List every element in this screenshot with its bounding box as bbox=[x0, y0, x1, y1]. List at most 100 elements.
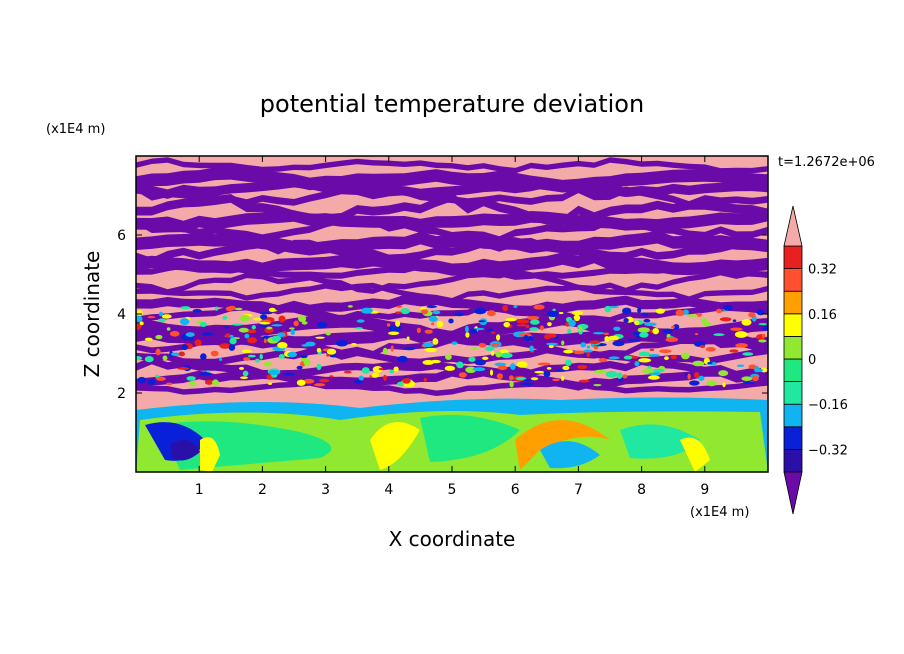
field-speckle bbox=[383, 374, 387, 381]
field-speckle bbox=[465, 366, 477, 374]
field-band bbox=[136, 166, 768, 193]
field-speckle bbox=[186, 376, 196, 381]
x-units-label: (x1E4 m) bbox=[690, 505, 749, 520]
field-speckle bbox=[470, 328, 478, 335]
x-tick-label: 3 bbox=[321, 482, 330, 498]
field-speckle bbox=[529, 345, 535, 352]
field-speckle bbox=[518, 332, 532, 337]
x-tick-label: 2 bbox=[258, 482, 267, 498]
field-speckle bbox=[608, 356, 620, 360]
field-speckle bbox=[181, 344, 189, 351]
field-band bbox=[136, 192, 768, 227]
field-speckle bbox=[638, 358, 652, 363]
field-speckle bbox=[199, 321, 207, 328]
field-speckle bbox=[268, 307, 276, 313]
field-speckle bbox=[470, 347, 479, 350]
field-speckle bbox=[387, 331, 400, 335]
colorbar-label: −0.32 bbox=[808, 443, 848, 458]
field-speckle bbox=[758, 323, 768, 326]
x-tick-label: 8 bbox=[637, 482, 646, 498]
field-speckle bbox=[592, 332, 605, 335]
field-speckle bbox=[604, 336, 610, 343]
field-speckle bbox=[497, 365, 508, 371]
field-speckle bbox=[465, 325, 469, 333]
field-speckle bbox=[716, 308, 723, 314]
field-band bbox=[136, 312, 768, 344]
field-speckle bbox=[529, 327, 539, 331]
field-speckle bbox=[567, 328, 572, 334]
field-speckle bbox=[296, 365, 303, 370]
field-speckle bbox=[177, 367, 190, 370]
field-speckle bbox=[468, 356, 476, 362]
field-speckle bbox=[573, 314, 581, 322]
field-speckle bbox=[316, 363, 322, 371]
field-speckle bbox=[298, 315, 307, 323]
field-speckle bbox=[648, 354, 660, 357]
field-speckle bbox=[223, 326, 230, 329]
field-speckle bbox=[589, 340, 601, 345]
field-speckle bbox=[474, 359, 486, 366]
field-speckle bbox=[315, 336, 325, 339]
field-speckle bbox=[578, 379, 590, 383]
field-speckle bbox=[638, 351, 651, 357]
field-speckle bbox=[157, 318, 163, 322]
field-speckle bbox=[166, 382, 173, 386]
field-speckle bbox=[694, 332, 699, 336]
field-band bbox=[136, 250, 768, 276]
field-speckle bbox=[244, 333, 250, 339]
field-speckle bbox=[263, 338, 267, 344]
field-speckle bbox=[136, 315, 143, 323]
field-band bbox=[136, 231, 768, 256]
field-speckle bbox=[730, 327, 743, 331]
field-speckle bbox=[516, 361, 528, 368]
field-speckle bbox=[419, 307, 427, 310]
colorbar-label: −0.16 bbox=[808, 398, 848, 413]
field-speckle bbox=[228, 344, 236, 351]
field-speckle bbox=[742, 381, 755, 385]
field-speckle bbox=[490, 351, 495, 356]
field-speckle bbox=[361, 367, 370, 374]
field-band bbox=[136, 346, 768, 366]
field-speckle bbox=[495, 351, 502, 358]
field-speckle bbox=[637, 327, 650, 333]
boundary-layer-region bbox=[200, 437, 220, 472]
boundary-layer-region bbox=[370, 422, 420, 470]
field-speckle bbox=[329, 354, 338, 358]
field-band bbox=[136, 367, 768, 391]
field-speckle bbox=[546, 310, 559, 318]
field-speckle bbox=[546, 342, 559, 346]
y-axis-label: Z coordinate bbox=[80, 251, 104, 378]
y-tick-label: 4 bbox=[117, 307, 126, 323]
field-speckle bbox=[612, 340, 625, 347]
field-speckle bbox=[509, 381, 514, 388]
x-axis-ticks: 1 2 3 4 5 6 7 8 9 bbox=[195, 156, 709, 498]
field-speckle bbox=[231, 323, 243, 326]
field-speckle bbox=[202, 332, 214, 336]
field-speckle bbox=[643, 368, 649, 374]
field-speckle bbox=[742, 352, 754, 356]
field-speckle bbox=[473, 307, 487, 315]
field-speckle bbox=[623, 318, 629, 323]
x-tick-label: 1 bbox=[195, 482, 204, 498]
field-speckle bbox=[692, 360, 705, 367]
field-speckle bbox=[508, 375, 514, 381]
field-speckle bbox=[605, 370, 618, 378]
field-speckle bbox=[586, 345, 591, 349]
field-speckle bbox=[390, 345, 394, 352]
colorbar-segment bbox=[783, 245, 803, 270]
x-axis-label: X coordinate bbox=[389, 527, 516, 551]
field-speckle bbox=[454, 312, 465, 317]
field-speckle bbox=[283, 372, 296, 376]
field-speckle bbox=[762, 326, 768, 331]
field-speckle bbox=[598, 358, 608, 363]
field-speckle bbox=[583, 349, 593, 353]
field-speckle bbox=[533, 304, 545, 310]
field-speckle bbox=[734, 331, 748, 338]
field-speckle bbox=[637, 307, 642, 314]
field-speckle bbox=[593, 383, 602, 387]
field-speckle bbox=[290, 329, 296, 336]
field-speckle bbox=[655, 308, 665, 314]
field-speckle bbox=[198, 372, 212, 376]
field-speckle bbox=[641, 312, 649, 317]
field-speckle bbox=[263, 361, 273, 367]
